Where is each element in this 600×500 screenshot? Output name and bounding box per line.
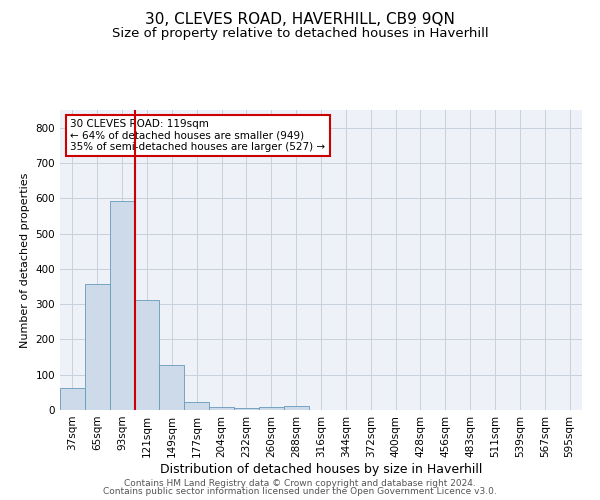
Bar (60, 388, 85, 410)
Bar (184, 402, 209, 410)
Bar (234, 408, 259, 410)
X-axis label: Distribution of detached houses by size in Haverhill: Distribution of detached houses by size … (160, 462, 482, 475)
Bar (134, 300, 160, 410)
Bar (259, 407, 284, 410)
Bar (160, 365, 184, 410)
Y-axis label: Number of detached properties: Number of detached properties (20, 172, 30, 348)
Text: Contains HM Land Registry data © Crown copyright and database right 2024.: Contains HM Land Registry data © Crown c… (124, 478, 476, 488)
Bar (284, 406, 308, 410)
Bar (110, 201, 134, 410)
Text: 30 CLEVES ROAD: 119sqm
← 64% of detached houses are smaller (949)
35% of semi-de: 30 CLEVES ROAD: 119sqm ← 64% of detached… (70, 119, 326, 152)
Bar (85, 284, 110, 410)
Text: Contains public sector information licensed under the Open Government Licence v3: Contains public sector information licen… (103, 487, 497, 496)
Text: 30, CLEVES ROAD, HAVERHILL, CB9 9QN: 30, CLEVES ROAD, HAVERHILL, CB9 9QN (145, 12, 455, 28)
Text: Size of property relative to detached houses in Haverhill: Size of property relative to detached ho… (112, 28, 488, 40)
Bar (209, 407, 234, 410)
